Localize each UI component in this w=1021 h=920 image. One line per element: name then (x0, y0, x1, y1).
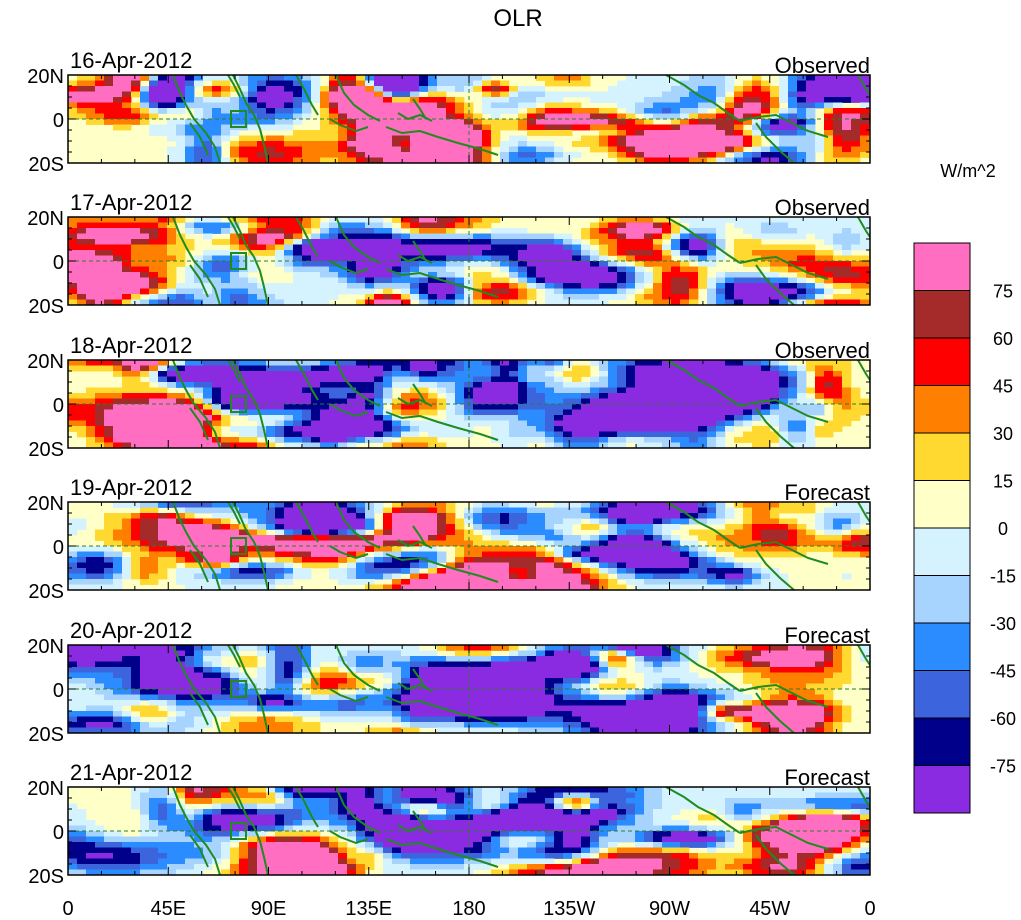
panels-group: 16-Apr-2012 Observed 20N 0 20S 17-Apr-2012 Obs… (27, 48, 871, 888)
panel-date: 18-Apr-2012 (70, 333, 192, 358)
colorbar-units: W/m^2 (940, 161, 995, 181)
panel-3: 18-Apr-2012 Observed 20N 0 20S (27, 333, 871, 461)
y-tick-label: 20S (28, 439, 64, 461)
x-tick-label: 180 (452, 898, 485, 920)
panel-6: 21-Apr-2012 Forecast 20N 0 20S (27, 760, 871, 888)
y-tick-label: 20N (27, 778, 64, 800)
colorbar-swatch (913, 242, 971, 291)
colorbar-swatch (913, 480, 971, 529)
panel-type-label: Forecast (784, 480, 870, 505)
chart-title: OLR (493, 5, 542, 32)
colorbar-label: 0 (998, 519, 1008, 539)
y-tick-label: 0 (53, 537, 64, 559)
y-tick-label: 0 (53, 395, 64, 417)
colorbar-swatch (913, 527, 971, 576)
colorbar-label: 60 (993, 329, 1013, 349)
panel-1: 16-Apr-2012 Observed 20N 0 20S (27, 48, 871, 176)
colorbar-label: 75 (993, 282, 1013, 302)
colorbar-label: 45 (993, 377, 1013, 397)
y-tick-label: 20S (28, 296, 64, 318)
y-tick-label: 20N (27, 66, 64, 88)
y-tick-label: 20S (28, 866, 64, 888)
y-tick-label: 0 (53, 252, 64, 274)
colorbar-swatch (913, 385, 971, 434)
y-tick-label: 0 (53, 822, 64, 844)
x-tick-label: 45E (150, 898, 186, 920)
panel-type-label: Observed (775, 195, 870, 220)
panel-type-label: Forecast (784, 623, 870, 648)
y-tick-label: 0 (53, 680, 64, 702)
colorbar-swatch (913, 765, 971, 814)
panel-type-label: Forecast (784, 765, 870, 790)
x-tick-label: 0 (864, 898, 875, 920)
x-tick-label: 90W (649, 898, 690, 920)
colorbar-label: -30 (990, 614, 1016, 634)
y-tick-label: 20N (27, 351, 64, 373)
panel-date: 21-Apr-2012 (70, 760, 192, 785)
colorbar-label: 30 (993, 424, 1013, 444)
y-tick-label: 20N (27, 636, 64, 658)
colorbar-label: -60 (990, 709, 1016, 729)
x-tick-label: 45W (749, 898, 790, 920)
colorbar-swatch (913, 337, 971, 386)
panel-date: 20-Apr-2012 (70, 618, 192, 643)
x-tick-label: 135W (543, 898, 595, 920)
colorbar-swatch (913, 622, 971, 671)
colorbar-swatch (913, 290, 971, 339)
panel-2: 17-Apr-2012 Observed 20N 0 20S (27, 190, 871, 318)
panel-date: 17-Apr-2012 (70, 190, 192, 215)
panel-4: 19-Apr-2012 Forecast 20N 0 20S (27, 475, 871, 603)
colorbar-swatch (913, 717, 971, 766)
panel-5: 20-Apr-2012 Forecast 20N 0 20S (27, 618, 871, 746)
y-tick-label: 20N (27, 493, 64, 515)
colorbar-label: -45 (990, 662, 1016, 682)
colorbar-swatch (913, 670, 971, 719)
x-axis-ticks: 0 45E 90E 135E 180 135W 90W 45W 0 (62, 898, 875, 920)
panel-type-label: Observed (775, 53, 870, 78)
x-tick-label: 90E (251, 898, 287, 920)
panel-type-label: Observed (775, 338, 870, 363)
y-tick-label: 20N (27, 208, 64, 230)
x-tick-label: 0 (62, 898, 73, 920)
colorbar-label: 15 (993, 472, 1013, 492)
panel-date: 19-Apr-2012 (70, 475, 192, 500)
y-tick-label: 0 (53, 110, 64, 132)
y-tick-label: 20S (28, 581, 64, 603)
x-tick-label: 135E (345, 898, 392, 920)
panel-date: 16-Apr-2012 (70, 48, 192, 73)
colorbar-swatch (913, 575, 971, 624)
y-tick-label: 20S (28, 154, 64, 176)
colorbar: 75 60 45 30 15 0 -15 -30 -45 -60 -75 (913, 242, 1016, 814)
colorbar-swatch (913, 432, 971, 481)
y-tick-label: 20S (28, 724, 64, 746)
colorbar-label: -75 (990, 757, 1016, 777)
colorbar-label: -15 (990, 567, 1016, 587)
